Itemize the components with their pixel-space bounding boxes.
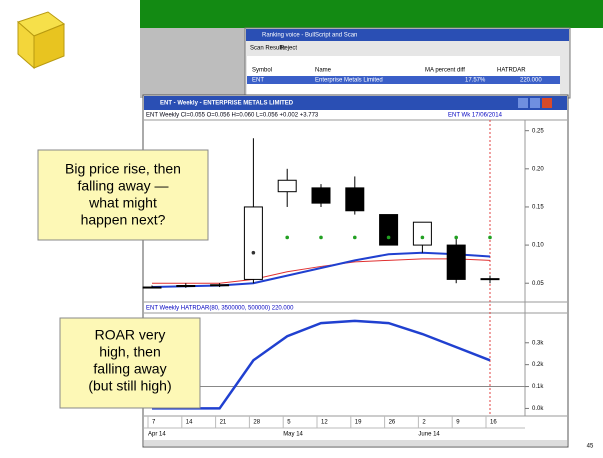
signal-dot bbox=[454, 235, 459, 240]
indicator-header: ENT Weekly HATRDAR(80, 3500000, 500000) … bbox=[146, 306, 294, 312]
signal-dot bbox=[488, 235, 492, 240]
candle-body bbox=[311, 187, 331, 204]
callout-box bbox=[37, 149, 209, 241]
x-tick-label: 2 bbox=[422, 420, 426, 426]
cell: Enterprise Metals Limited bbox=[315, 78, 383, 84]
candle-body bbox=[412, 221, 432, 246]
month-label: June 14 bbox=[418, 432, 440, 438]
min-button[interactable] bbox=[518, 98, 528, 108]
chart-titlebar bbox=[144, 96, 567, 110]
callout-text: falling away bbox=[93, 361, 166, 377]
month-label: Apr 14 bbox=[148, 432, 166, 438]
selected-row[interactable] bbox=[247, 76, 560, 84]
y-tick-label: 0.0k bbox=[532, 406, 544, 412]
chart-title: ENT - Weekly - ENTERPRISE METALS LIMITED bbox=[160, 101, 294, 107]
candle-body bbox=[345, 187, 365, 212]
callout-text: what might bbox=[88, 195, 157, 211]
y-tick-label: 0.3k bbox=[532, 340, 544, 346]
signal-dot bbox=[319, 235, 323, 240]
signal-dot bbox=[420, 235, 425, 240]
plot: 0.25 0.20 0.15 0.10 0.05 0.3k 0.2k 0.1k 0.0k 7 14 2… bbox=[142, 128, 544, 438]
callout-box bbox=[59, 317, 201, 409]
y-tick-label: 0.10 bbox=[532, 243, 544, 249]
x-tick-label: 19 bbox=[355, 420, 362, 426]
y-tick-label: 0.1k bbox=[532, 384, 544, 390]
cell: ENT bbox=[252, 78, 264, 84]
x-tick-label: 5 bbox=[287, 420, 291, 426]
candle-body bbox=[176, 285, 196, 288]
signal-dot bbox=[386, 235, 391, 240]
desktop-gray bbox=[140, 28, 245, 98]
callout-text: ROAR very bbox=[95, 327, 166, 343]
y-tick-label: 0.20 bbox=[532, 166, 544, 172]
x-tick-label: 9 bbox=[456, 420, 460, 426]
price-header-right: ENT Wk 17/06/2014 bbox=[448, 113, 503, 119]
moving-average bbox=[152, 258, 491, 284]
scan-title: Ranking voice - BullScript and Scan bbox=[262, 33, 357, 39]
candle-body bbox=[446, 244, 466, 280]
close-button[interactable] bbox=[542, 98, 552, 108]
y-tick-label: 0.15 bbox=[532, 205, 544, 211]
price-header: ENT Weekly Cl=0.055 O=0.056 H=0.060 L=0.… bbox=[146, 113, 319, 119]
page-number: 45 bbox=[587, 444, 594, 450]
menu-item[interactable]: Scan Results bbox=[250, 46, 285, 52]
x-tick-label: 12 bbox=[321, 420, 328, 426]
scan-titlebar bbox=[246, 29, 569, 41]
candle-body bbox=[379, 214, 399, 246]
candle-body bbox=[277, 179, 297, 193]
indicator-line bbox=[152, 319, 491, 410]
y-tick-label: 0.25 bbox=[532, 128, 544, 134]
callout-text: falling away — bbox=[77, 178, 168, 194]
moving-average bbox=[151, 251, 491, 289]
candle-body bbox=[142, 286, 162, 289]
x-tick-label: 21 bbox=[220, 420, 227, 426]
green-band bbox=[140, 0, 603, 28]
cell: 17.57% bbox=[465, 78, 486, 84]
callout-text: high, then bbox=[99, 344, 161, 360]
x-tick-label: 14 bbox=[186, 420, 193, 426]
y-tick-label: 0.2k bbox=[532, 362, 544, 368]
y-tick-label: 0.05 bbox=[532, 281, 544, 287]
menu-item[interactable]: Reject bbox=[280, 46, 297, 52]
signal-dot bbox=[251, 250, 256, 255]
candle-body bbox=[210, 284, 230, 287]
column-header: Symbol bbox=[252, 68, 272, 74]
cell: 220.000 bbox=[520, 78, 542, 84]
max-button[interactable] bbox=[530, 98, 540, 108]
x-tick-label: 28 bbox=[253, 420, 260, 426]
signal-dot bbox=[353, 235, 357, 240]
scrollbar[interactable] bbox=[144, 440, 567, 446]
callout-text: (but still high) bbox=[88, 378, 171, 394]
x-tick-label: 16 bbox=[490, 420, 497, 426]
candle-body bbox=[243, 206, 263, 280]
column-header: Name bbox=[315, 68, 332, 74]
callout-text: Big price rise, then bbox=[65, 161, 181, 177]
x-tick-label: 7 bbox=[152, 420, 156, 426]
callout-text: happen next? bbox=[81, 212, 166, 228]
signal-dot bbox=[285, 235, 290, 240]
column-header: HATRDAR bbox=[497, 68, 526, 74]
x-tick-label: 26 bbox=[389, 420, 396, 426]
chart-window bbox=[142, 94, 569, 448]
column-header: MA percent diff bbox=[425, 68, 465, 74]
logo bbox=[17, 11, 66, 70]
candle-body bbox=[480, 278, 500, 281]
month-label: May 14 bbox=[283, 432, 303, 438]
